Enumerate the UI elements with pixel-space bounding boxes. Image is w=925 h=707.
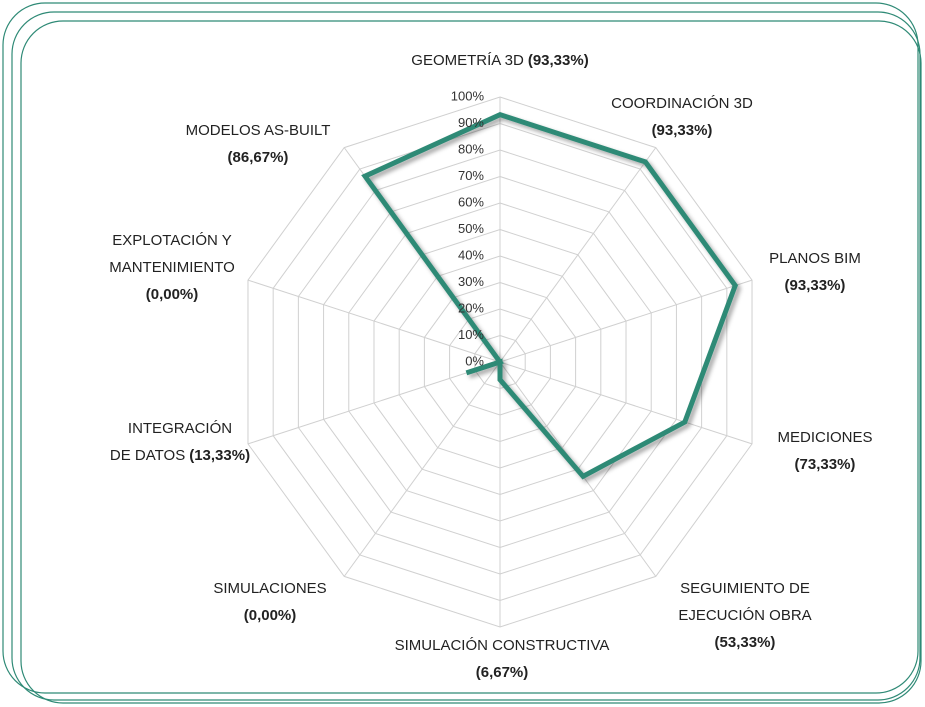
- category-label: GEOMETRÍA 3D (93,33%): [411, 47, 588, 74]
- category-label: SEGUIMIENTO DE EJECUCIÓN OBRA (53,33%): [678, 575, 811, 656]
- category-name: SIMULACIONES: [213, 580, 327, 597]
- category-name: MEDICIONES: [777, 429, 873, 446]
- category-name: SEGUIMIENTO DE EJECUCIÓN OBRA: [678, 580, 812, 624]
- spoke: [247, 361, 501, 445]
- r-tick-label: 30%: [458, 274, 484, 289]
- spoke: [499, 279, 753, 363]
- r-tick-label: 90%: [458, 115, 484, 130]
- value-label: (93,33%): [784, 277, 846, 294]
- category-name: GEOMETRÍA 3D: [411, 52, 524, 69]
- r-tick-label: 40%: [458, 247, 484, 262]
- r-tick-label: 0%: [465, 353, 484, 368]
- value-label: (13,33%): [189, 447, 251, 464]
- category-name: PLANOS BIM: [769, 250, 861, 267]
- category-name: MODELOS AS-BUILT: [185, 122, 331, 139]
- category-label: PLANOS BIM (93,33%): [769, 245, 861, 299]
- value-label: (93,33%): [651, 122, 713, 139]
- category-name: SIMULACIÓN CONSTRUCTIVA: [394, 637, 610, 654]
- r-tick-label: 70%: [458, 168, 484, 183]
- value-label: (93,33%): [527, 52, 589, 69]
- spoke: [343, 361, 501, 577]
- category-label: INTEGRACIÓN DE DATOS (13,33%): [110, 415, 250, 469]
- category-name: COORDINACIÓN 3D: [611, 95, 753, 112]
- value-label: (53,33%): [714, 634, 776, 651]
- r-tick-label: 20%: [458, 300, 484, 315]
- category-label: MODELOS AS-BUILT (86,67%): [186, 117, 331, 171]
- category-label: SIMULACIONES (0,00%): [213, 575, 326, 629]
- value-label: (0,00%): [243, 607, 297, 624]
- value-label: (6,67%): [475, 664, 529, 681]
- value-label: (86,67%): [227, 149, 289, 166]
- value-label: (73,33%): [794, 456, 856, 473]
- r-tick-label: 60%: [458, 194, 484, 209]
- category-label: MEDICIONES (73,33%): [777, 424, 872, 478]
- category-name: INTEGRACIÓN DE DATOS: [109, 420, 233, 464]
- r-tick-label: 80%: [458, 141, 484, 156]
- series-line: [361, 111, 739, 480]
- spoke: [499, 361, 753, 445]
- r-tick-label: 50%: [458, 221, 484, 236]
- spoke: [499, 147, 657, 363]
- r-tick-label: 10%: [458, 327, 484, 342]
- value-label: (0,00%): [145, 286, 199, 303]
- spoke: [247, 279, 501, 363]
- r-tick-label: 100%: [451, 88, 485, 103]
- category-name: EXPLOTACIÓN Y MANTENIMIENTO: [109, 232, 235, 276]
- category-label: COORDINACIÓN 3D (93,33%): [611, 90, 753, 144]
- category-label: EXPLOTACIÓN Y MANTENIMIENTO (0,00%): [109, 227, 235, 308]
- category-label: SIMULACIÓN CONSTRUCTIVA (6,67%): [395, 632, 610, 686]
